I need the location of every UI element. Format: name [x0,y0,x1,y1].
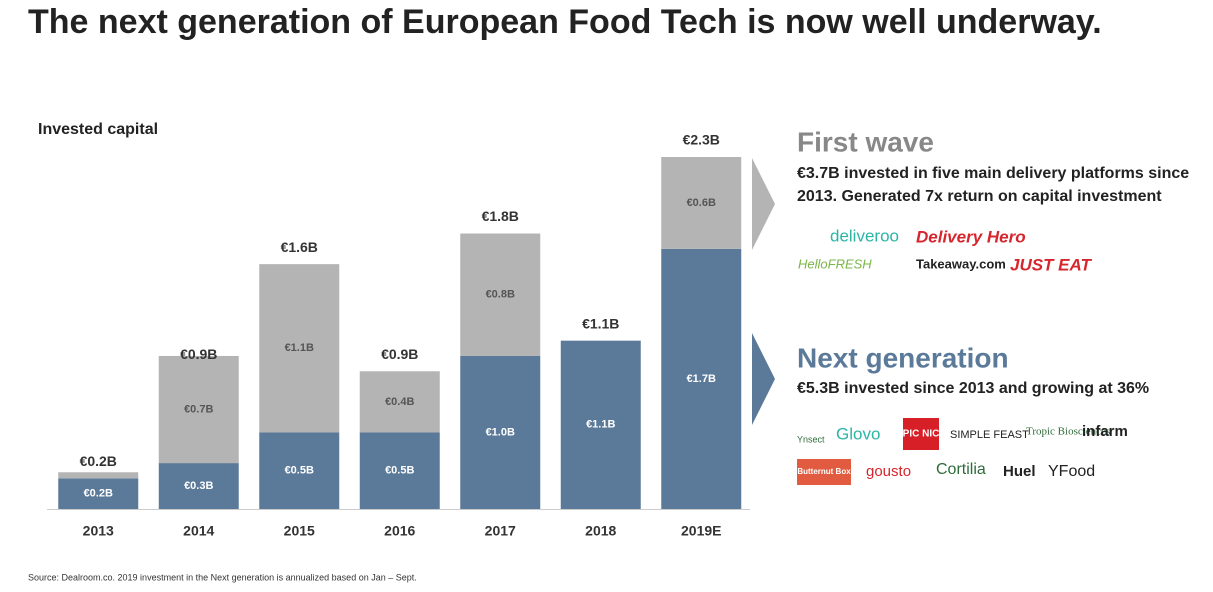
logo: YFood [1048,463,1095,480]
value-label: €0.5B [285,465,314,477]
bar-segment [158,463,239,509]
bar-segment [359,371,440,433]
panel-heading: Next generation [797,342,1009,373]
bar-segment [259,264,340,433]
total-label: €1.8B [482,208,519,224]
bar-segment [460,355,541,509]
logo-box [797,459,851,485]
logo: Glovo [836,424,880,443]
total-label: €2.3B [683,132,720,148]
total-label: €0.2B [80,453,117,469]
x-tick-label: 2015 [284,523,315,539]
bar-segment [560,340,641,509]
value-label: €0.7B [184,403,213,415]
panel-text: 2013. Generated 7x return on capital inv… [797,188,1162,205]
arrow [752,158,775,250]
panel-text: €3.7B invested in five main delivery pla… [797,165,1189,182]
logo: JUST EAT [1010,255,1093,274]
value-label: €1.1B [285,342,314,354]
logo-box [903,418,939,450]
logo: Huel [1003,463,1036,480]
arrow [752,333,775,425]
value-label: €1.1B [586,419,615,431]
x-tick-label: 2019E [681,523,721,539]
bar-segment [661,157,742,249]
logo: PIC NIC [903,429,940,440]
total-label: €0.9B [180,346,217,362]
value-label: €0.5B [385,465,414,477]
logo: gousto [866,463,911,480]
value-label: €0.8B [486,289,515,301]
x-tick-label: 2016 [384,523,415,539]
total-label: €0.9B [381,346,418,362]
x-tick-label: 2017 [485,523,516,539]
logo: Butternut Box [797,467,851,476]
value-label: €0.6B [687,197,716,209]
logo: Delivery Hero [916,227,1026,246]
value-label: €0.4B [385,396,414,408]
bar-segment [460,233,541,356]
value-label: €1.7B [687,373,716,385]
logo: Cortilia [936,461,986,478]
value-label: €0.2B [84,488,113,500]
subtitle: Invested capital [38,121,158,138]
logo: infarm [1082,423,1128,440]
title: The next generation of European Food Tec… [28,3,1102,41]
bar-segment [661,248,742,509]
x-tick-label: 2013 [83,523,114,539]
x-tick-label: 2018 [585,523,616,539]
logo: SIMPLE FEAST [950,429,1029,441]
logo: Ynsect [797,434,825,444]
bar-segment [158,355,239,464]
logo: deliveroo [830,226,899,245]
bar-segment [58,478,139,509]
bar-segment [58,472,139,479]
value-label: €0.3B [184,480,213,492]
logo: HelloFRESH [798,256,872,271]
value-label: €1.0B [486,426,515,438]
x-tick-label: 2014 [183,523,214,539]
logo: Tropic Biosciences [1026,426,1110,438]
logo: Takeaway.com [916,256,1006,271]
panel-text: €5.3B invested since 2013 and growing at… [797,380,1149,397]
total-label: €1.1B [582,315,619,331]
source: Source: Dealroom.co. 2019 investment in … [28,572,417,582]
bar-segment [359,432,440,509]
total-label: €1.6B [281,239,318,255]
bar-segment [259,432,340,509]
panel-heading: First wave [797,126,934,157]
